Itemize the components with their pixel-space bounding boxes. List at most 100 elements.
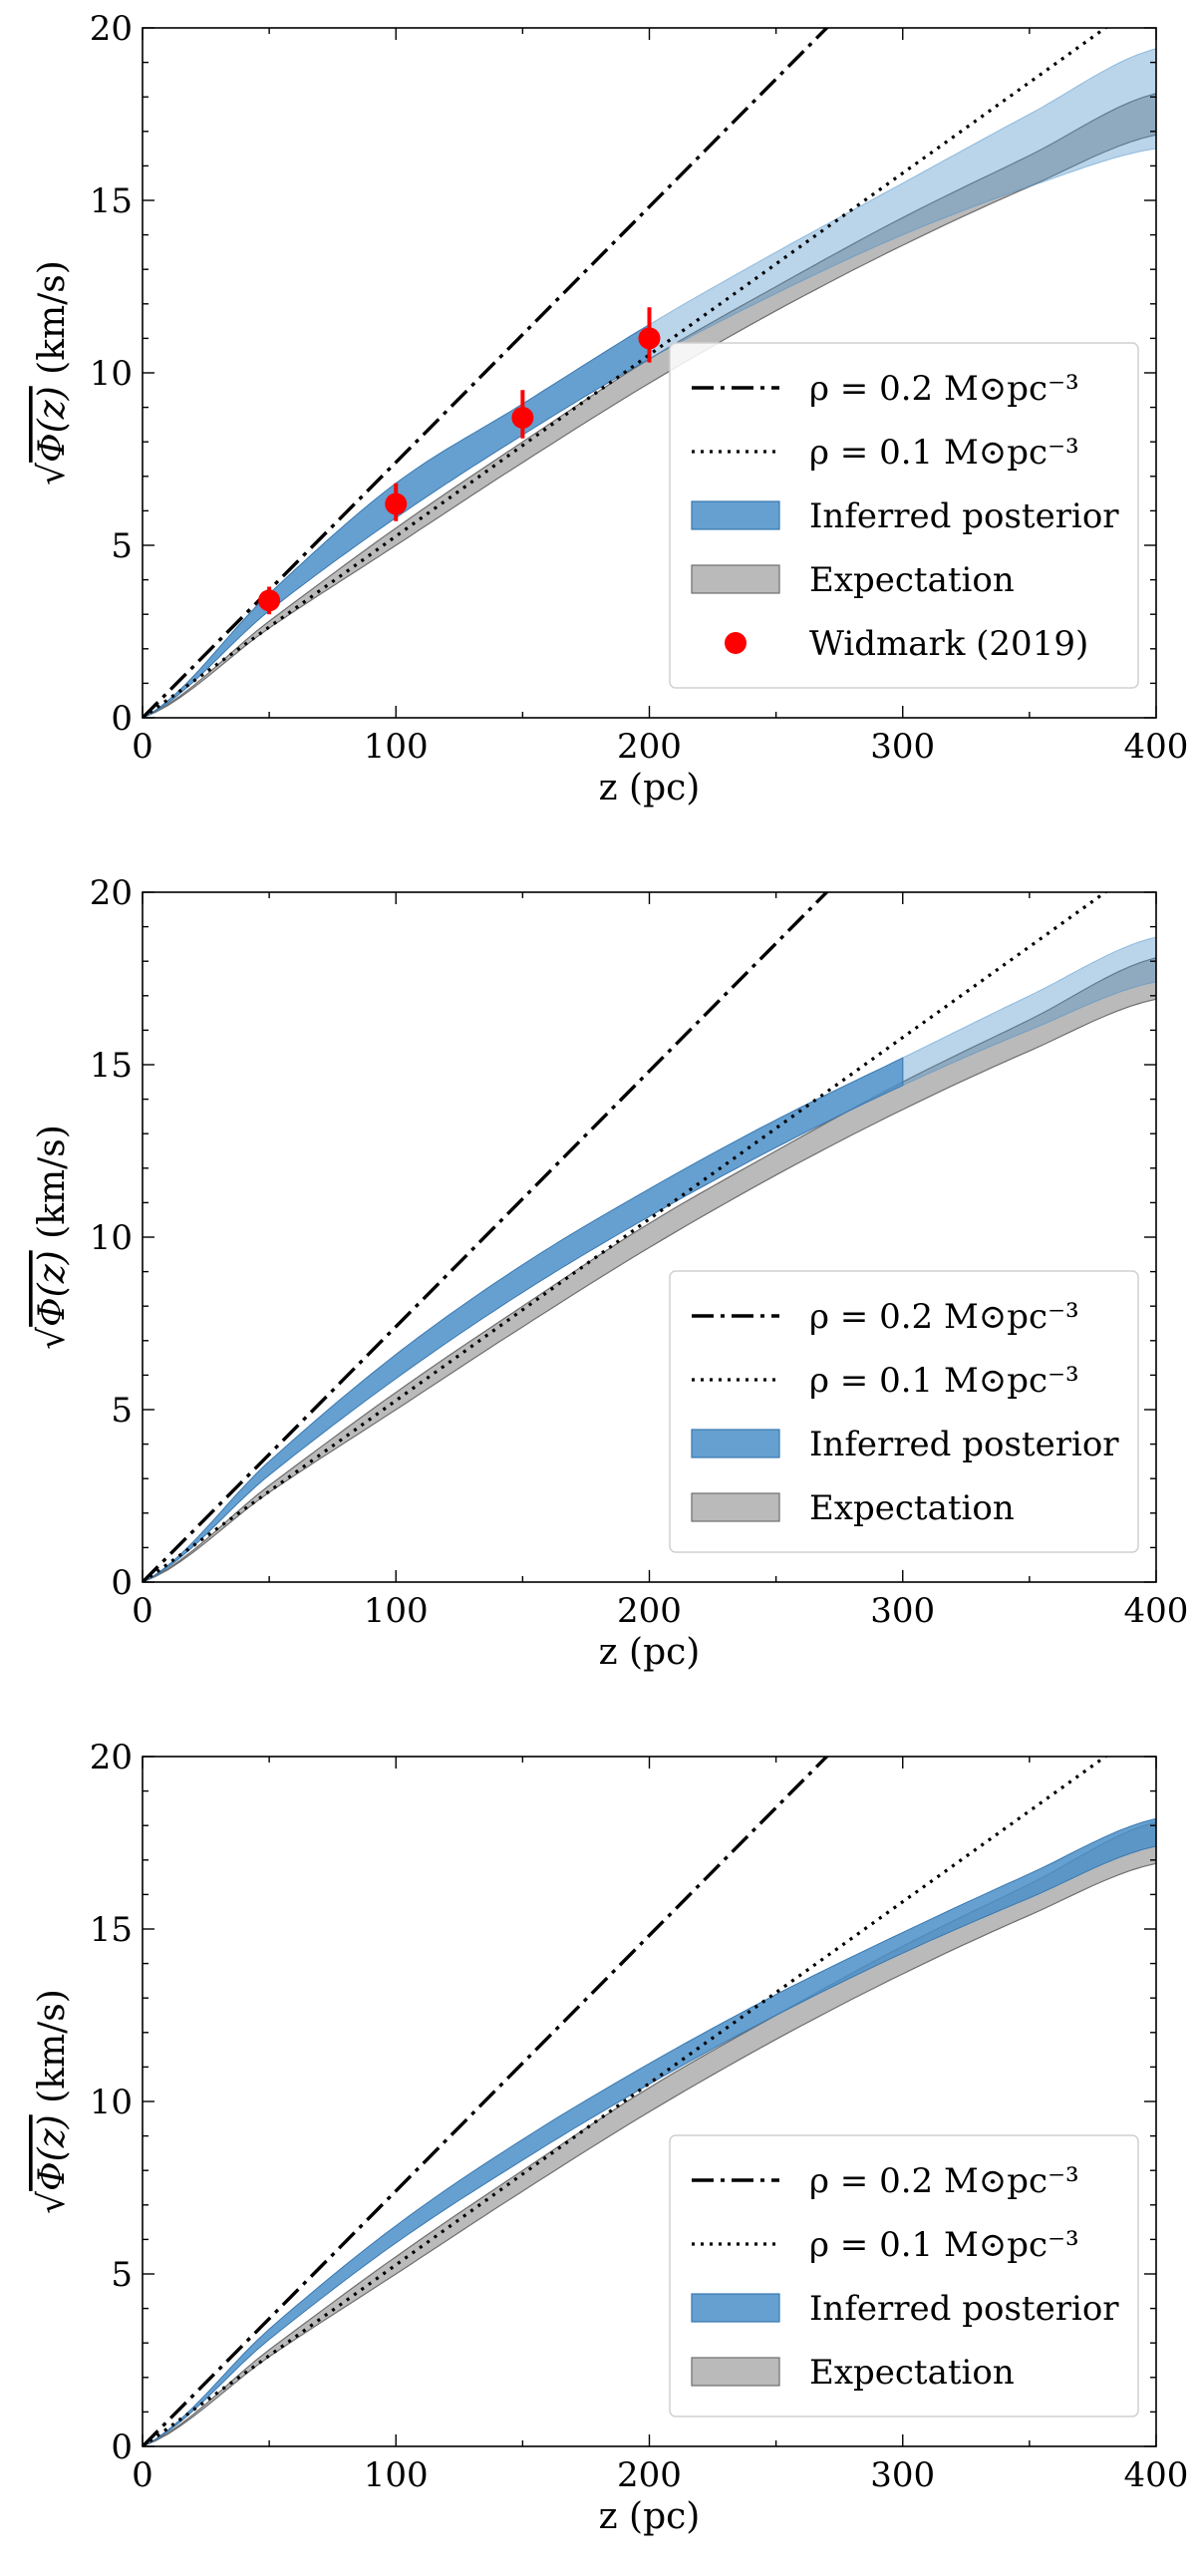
legend-box [669,2134,1139,2417]
legend-item: ρ = 0.2 M⊙pc⁻³ [692,369,1079,409]
legend-label: ρ = 0.2 M⊙pc⁻³ [809,369,1079,409]
data-point [638,327,661,350]
legend-swatch-expectation [691,1492,780,1522]
legend: ρ = 0.2 M⊙pc⁻³ ρ = 0.1 M⊙pc⁻³ Inferred pos… [669,342,1139,689]
x-axis-label: z (pc) [599,1632,701,1673]
posterior-band-extrapolated [902,936,1156,1087]
legend-item: ρ = 0.1 M⊙pc⁻³ [692,433,1079,473]
svg-text:√Φ(z) (km/s): √Φ(z) (km/s) [32,1989,73,2214]
data-point [385,492,408,515]
legend: ρ = 0.2 M⊙pc⁻³ ρ = 0.1 M⊙pc⁻³ Inferred pos… [669,2134,1139,2417]
x-axis-label: z (pc) [599,2496,701,2537]
posterior-band [143,323,650,718]
y-tick-label: 10 [90,2083,133,2122]
x-tick-label: 100 [364,2455,429,2495]
x-tick-label: 200 [617,1591,682,1631]
legend-label: Widmark (2019) [809,624,1088,664]
legend-swatch-expectation [691,2357,780,2387]
y-tick-label: 15 [90,181,133,221]
plot-area [143,1757,1156,2446]
x-tick-label: 400 [1124,727,1189,767]
legend-label: Inferred posterior [809,1425,1119,1464]
expectation-band [143,957,1156,1582]
y-tick-label: 0 [111,699,133,739]
y-tick-label: 5 [111,2255,133,2295]
x-axis-label: z (pc) [599,768,701,808]
svg-text:√Φ(z) (km/s): √Φ(z) (km/s) [32,260,73,485]
posterior-band-extrapolated [649,48,1156,361]
svg-text:√Φ(z) (km/s): √Φ(z) (km/s) [32,1125,73,1350]
legend-label: ρ = 0.2 M⊙pc⁻³ [809,1297,1079,1337]
data-point [258,589,281,612]
y-axis-label: √Φ(z) (km/s) [32,1125,73,1350]
x-tick-label: 100 [364,1591,429,1631]
y-tick-label: 15 [90,1910,133,1950]
posterior-band [143,1817,1156,2446]
data-point [511,406,534,429]
x-tick-label: 300 [870,1591,935,1631]
legend-item: Inferred posterior [691,2289,1119,2329]
x-tick-label: 300 [870,727,935,767]
legend-item: ρ = 0.2 M⊙pc⁻³ [692,1297,1079,1337]
line-rho-0.1 [143,28,1108,718]
x-tick-label: 200 [617,2455,682,2495]
legend-item: Widmark (2019) [725,624,1088,664]
legend-item: ρ = 0.1 M⊙pc⁻³ [692,2225,1079,2265]
line-rho-0.2 [143,1757,829,2446]
legend-label: ρ = 0.1 M⊙pc⁻³ [809,1361,1079,1401]
chart-panel-bottom: 0 100 200 300 400 0 5 10 15 20 z (pc) √Φ(z) (km/s) ρ… [32,1738,1188,2537]
line-rho-0.1 [143,892,1108,1582]
legend-label: ρ = 0.1 M⊙pc⁻³ [809,433,1079,473]
expectation-band [143,93,1156,718]
y-tick-label: 20 [90,873,133,913]
legend-label: Expectation [809,560,1015,600]
x-tick-label: 200 [617,727,682,767]
y-tick-label: 10 [90,354,133,394]
x-tick-label: 400 [1124,2455,1189,2495]
chart-panel-middle: 0 100 200 300 400 0 5 10 15 20 z (pc) √Φ(z) (km/s) ρ… [32,873,1188,1673]
legend-item: Inferred posterior [691,496,1119,536]
line-rho-0.1 [143,1757,1108,2446]
plot-area [143,892,1156,1582]
line-rho-0.2 [143,892,829,1582]
x-tick-label: 0 [132,2455,153,2495]
chart-panel-top: 0 100 200 300 400 0 5 10 15 20 z (pc) √Φ(z) (km/s) ρ… [32,9,1188,808]
y-axis-label: √Φ(z) (km/s) [32,1989,73,2214]
y-tick-label: 20 [90,1738,133,1777]
legend-label: Inferred posterior [809,2289,1119,2329]
y-tick-label: 0 [111,2427,133,2467]
legend-label: ρ = 0.2 M⊙pc⁻³ [809,2161,1079,2201]
y-tick-label: 5 [111,1391,133,1431]
posterior-band [143,1057,904,1582]
legend-swatch-posterior [691,1429,780,1458]
legend-box [669,1270,1139,1553]
legend-swatch-points [725,632,747,654]
x-tick-label: 100 [364,727,429,767]
y-tick-label: 15 [90,1046,133,1086]
legend-label: Expectation [809,2353,1015,2393]
y-tick-label: 0 [111,1563,133,1603]
y-tick-label: 20 [90,9,133,49]
legend-item: Expectation [691,560,1015,600]
legend-swatch-posterior [691,2293,780,2323]
x-tick-label: 300 [870,2455,935,2495]
plot-area [143,28,1156,718]
y-tick-label: 10 [90,1218,133,1258]
legend-item: Expectation [691,1488,1015,1528]
x-tick-label: 0 [132,727,153,767]
x-tick-label: 400 [1124,1591,1189,1631]
legend-swatch-expectation [691,564,780,594]
legend-item: ρ = 0.2 M⊙pc⁻³ [692,2161,1079,2201]
legend-swatch-posterior [691,500,780,530]
x-tick-label: 0 [132,1591,153,1631]
y-tick-label: 5 [111,526,133,566]
legend-label: ρ = 0.1 M⊙pc⁻³ [809,2225,1079,2265]
legend-label: Expectation [809,1488,1015,1528]
legend-box [669,342,1139,689]
legend-item: Inferred posterior [691,1425,1119,1464]
legend-item: Expectation [691,2353,1015,2393]
legend-item: ρ = 0.1 M⊙pc⁻³ [692,1361,1079,1401]
y-axis-label: √Φ(z) (km/s) [32,260,73,485]
legend: ρ = 0.2 M⊙pc⁻³ ρ = 0.1 M⊙pc⁻³ Inferred pos… [669,1270,1139,1553]
